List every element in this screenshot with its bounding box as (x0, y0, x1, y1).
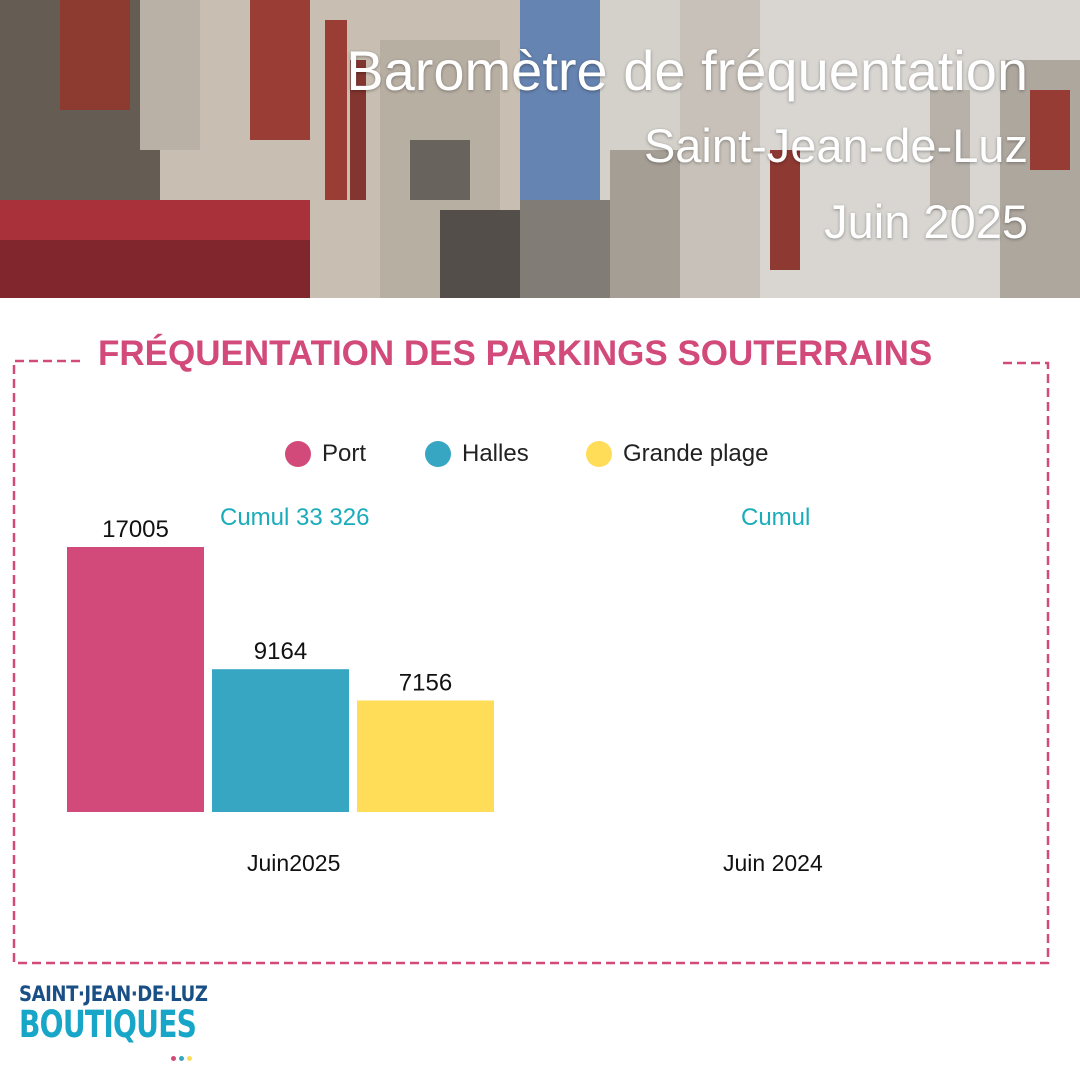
category-label-juin2024: Juin 2024 (723, 850, 823, 876)
banner-date: Juin 2025 (824, 195, 1028, 248)
legend-label-halles: Halles (462, 440, 529, 467)
legend-item-port: Port (285, 436, 366, 472)
logo-line1: SAINT·JEAN·DE·LUZ (19, 982, 208, 1006)
street-photo (0, 0, 1080, 298)
header-banner: Baromètre de fréquentation Saint-Jean-de… (0, 0, 1080, 298)
logo-dots (171, 1056, 192, 1061)
value-label-grande-plage-0: 7156 (399, 669, 452, 696)
value-label-port-0: 17005 (102, 516, 169, 543)
section-title: FRÉQUENTATION DES PARKINGS SOUTERRAINS (98, 334, 933, 373)
saint-jean-de-luz-boutiques-logo: SAINT·JEAN·DE·LUZ BOUTIQUES (19, 982, 208, 1070)
cumul-label-2025: Cumul 33 326 (220, 504, 370, 531)
logo-line2: BOUTIQUES (19, 1003, 197, 1046)
legend-label-grande-plage: Grande plage (623, 440, 769, 467)
legend-item-grande-plage: Grande plage (586, 436, 768, 472)
cumul-label-2024: Cumul (741, 504, 811, 531)
bar-port-0 (67, 547, 204, 812)
bar-halles-0 (212, 669, 349, 812)
value-label-halles-0: 9164 (254, 638, 307, 665)
legend-item-halles: Halles (425, 436, 529, 472)
legend-label-port: Port (322, 440, 367, 467)
banner-title: Baromètre de fréquentation (346, 39, 1028, 102)
legend-swatch-port (285, 441, 311, 467)
legend-swatch-grande-plage (586, 441, 612, 467)
legend-swatch-halles (425, 441, 451, 467)
category-label-juin2025: Juin2025 (247, 850, 341, 876)
banner-city: Saint-Jean-de-Luz (643, 119, 1028, 172)
bar-grande-plage-0 (357, 700, 494, 812)
